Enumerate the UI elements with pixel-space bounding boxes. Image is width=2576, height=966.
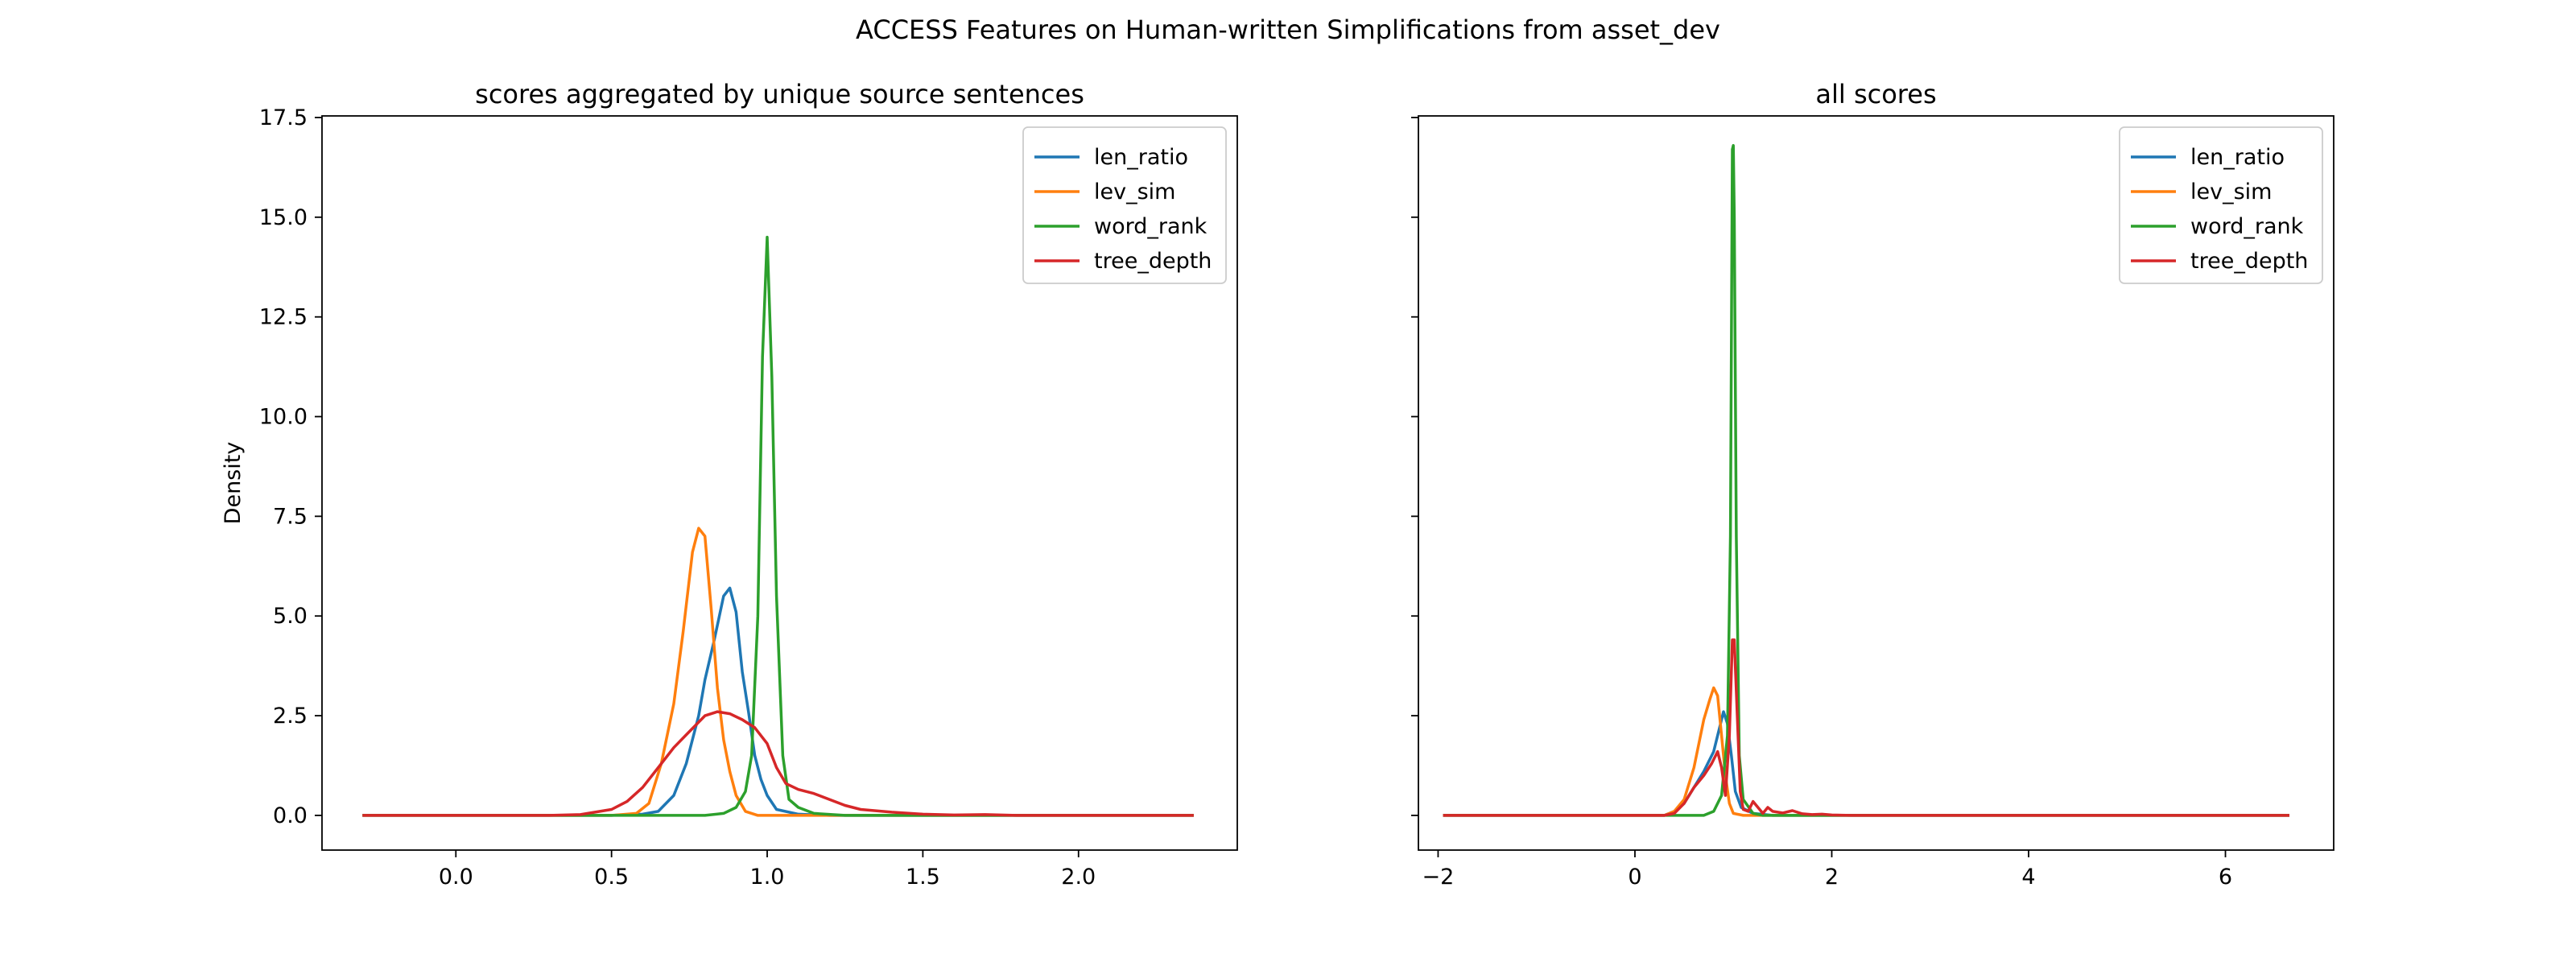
series-line-lev-sim xyxy=(362,526,1194,817)
x-tick-label: 1.5 xyxy=(906,865,940,890)
y-tick-label: 7.5 xyxy=(273,504,308,529)
subplot-title: scores aggregated by unique source sente… xyxy=(475,79,1084,109)
series-lines xyxy=(362,235,1194,817)
legend: len_ratio lev_sim word_rank tree_depth xyxy=(1022,126,1227,284)
y-tick-label: 0.0 xyxy=(273,803,308,828)
legend-label-tree-depth: tree_depth xyxy=(1094,249,1212,274)
y-tick-label: 10.0 xyxy=(259,405,308,430)
series-line-tree-depth xyxy=(362,710,1194,817)
series-line-len-ratio xyxy=(1443,710,2289,817)
series-line-lev-sim xyxy=(1443,686,2289,817)
x-tick-label: 0.5 xyxy=(594,865,629,890)
legend-label-len-ratio: len_ratio xyxy=(1094,145,1188,170)
x-tick-label: 4 xyxy=(2021,865,2035,890)
x-tick-label: −2 xyxy=(1422,865,1455,890)
legend-label-word-rank: word_rank xyxy=(1094,214,1208,239)
series-line-word-rank xyxy=(362,235,1194,817)
x-tick-label: 2.0 xyxy=(1061,865,1096,890)
x-tick-label: 6 xyxy=(2219,865,2232,890)
subplot-title: all scores xyxy=(1815,79,1936,109)
y-tick-label: 17.5 xyxy=(259,105,308,130)
legend-box xyxy=(2119,126,2323,284)
axes-frame xyxy=(321,115,1238,851)
series-lines xyxy=(1443,143,2289,817)
x-tick-label: 2 xyxy=(1825,865,1839,890)
y-tick-label: 12.5 xyxy=(259,305,308,330)
y-tick-label: 15.0 xyxy=(259,205,308,230)
y-tick-label: 2.5 xyxy=(273,704,308,729)
series-line-len-ratio xyxy=(362,586,1194,817)
x-tick-label: 1.0 xyxy=(750,865,785,890)
legend-label-lev-sim: lev_sim xyxy=(1094,180,1175,204)
figure-title: ACCESS Features on Human-written Simplif… xyxy=(856,14,1720,45)
legend-box xyxy=(1022,126,1227,284)
x-tick-label: 0 xyxy=(1628,865,1641,890)
x-tick-label: 0.0 xyxy=(439,865,473,890)
legend-label-len-ratio: len_ratio xyxy=(2190,145,2285,170)
series-line-tree-depth xyxy=(1443,638,2289,817)
legend-label-tree-depth: tree_depth xyxy=(2190,249,2308,274)
legend-label-lev-sim: lev_sim xyxy=(2190,180,2272,204)
axes-frame xyxy=(1418,115,2334,851)
y-axis-label: Density xyxy=(221,442,246,525)
legend: len_ratio lev_sim word_rank tree_depth xyxy=(2119,126,2323,284)
right-plot: all scores −2 0 2 4 6 len_ratio lev_sim word_ran… xyxy=(1411,79,2334,890)
y-tick-label: 5.0 xyxy=(273,604,308,629)
legend-label-word-rank: word_rank xyxy=(2190,214,2304,239)
left-plot: scores aggregated by unique source sente… xyxy=(221,79,1238,890)
